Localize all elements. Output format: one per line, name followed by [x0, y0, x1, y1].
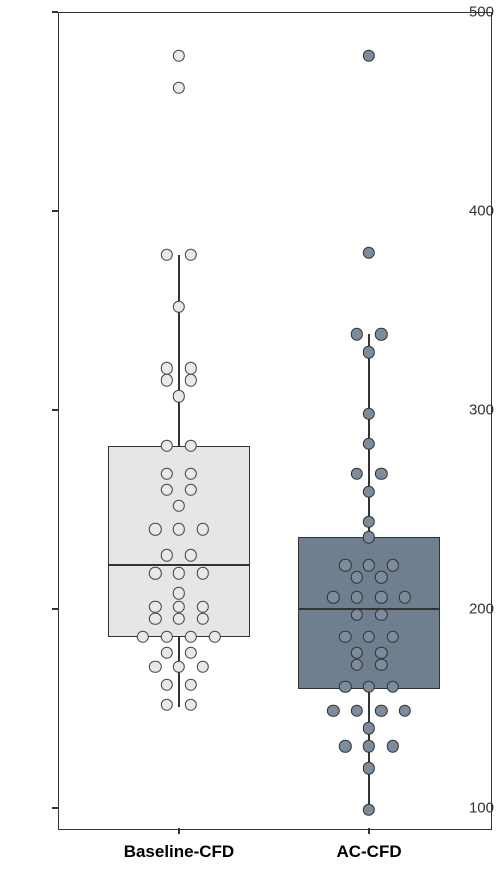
chart-container: 100 200 300 400 500 Baseline-CFD AC-CFD	[0, 0, 500, 884]
y-tick-label: 100	[442, 800, 500, 817]
y-tick-label: 200	[442, 601, 500, 618]
whisker-upper	[368, 334, 370, 537]
whisker-upper	[178, 255, 180, 446]
y-tick-mark	[52, 608, 58, 610]
median-line	[108, 564, 251, 566]
median-line	[298, 608, 441, 610]
y-tick-mark	[52, 210, 58, 212]
y-tick-label: 500	[442, 4, 500, 21]
x-category-label: Baseline-CFD	[124, 842, 235, 862]
y-tick-mark	[52, 11, 58, 13]
y-tick-label: 300	[442, 402, 500, 419]
plot-area	[58, 12, 492, 830]
x-tick-mark	[178, 828, 180, 834]
y-tick-mark	[52, 807, 58, 809]
x-category-label: AC-CFD	[336, 842, 401, 862]
y-tick-label: 400	[442, 203, 500, 220]
x-tick-mark	[368, 828, 370, 834]
y-tick-mark	[52, 409, 58, 411]
